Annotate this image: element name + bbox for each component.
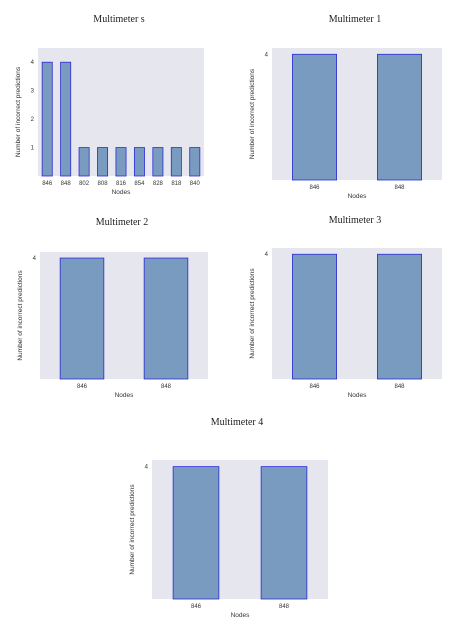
x-axis-label: Nodes [115,392,135,399]
bar-848 [143,257,189,380]
x-tick-label: 840 [190,181,201,187]
y-axis-label: Number of incorrect predictions [249,68,256,159]
bar-840 [189,147,201,177]
x-tick-label: 846 [77,384,88,390]
x-tick-label: 846 [309,384,320,390]
bar-848 [60,61,72,177]
y-tick-label: 1 [31,146,35,152]
x-tick-label: 846 [42,181,53,187]
x-tick-label: 828 [153,181,164,187]
chart-2: Multimeter 2 846 848 4 Nodes Number of incorr… [17,217,208,399]
x-tick-label: 848 [394,185,405,191]
chart-1: Multimeter 1 846 848 4 Nodes Number of incorr… [249,14,442,200]
chart-title: Multimeter 3 [329,215,382,226]
bar-818 [170,147,182,177]
y-axis-label: Number of incorrect predictions [17,270,24,361]
x-axis-label: Nodes [231,612,251,619]
x-tick-label: 846 [191,604,202,610]
bar-808 [97,147,109,177]
x-tick-label: 818 [171,181,182,187]
x-axis-label: Nodes [112,189,132,196]
bar-802 [78,147,90,177]
chart-0: Multimeter s 846 848 802 808 816 854 828 818 840 1… [15,14,204,196]
chart-title: Multimeter s [93,14,144,25]
x-tick-label: 846 [309,185,320,191]
bar-846 [59,257,105,380]
chart-title: Multimeter 2 [96,217,149,228]
bar-816 [115,147,127,177]
bar-846 [172,466,220,600]
x-tick-label: 816 [116,181,127,187]
x-tick-label: 808 [98,181,109,187]
y-axis-label: Number of incorrect predictions [249,268,256,359]
bar-846 [291,53,337,181]
y-tick-label: 4 [33,256,37,262]
bar-848 [376,53,422,181]
y-tick-label: 4 [265,52,269,58]
y-tick-label: 4 [31,60,35,66]
bar-848 [260,466,308,600]
x-tick-label: 848 [394,384,405,390]
bar-846 [41,61,53,177]
x-tick-label: 848 [161,384,172,390]
x-axis-label: Nodes [348,193,368,200]
y-axis-label: Number of incorrect predictions [129,484,136,575]
chart-title: Multimeter 1 [329,14,382,25]
y-tick-label: 4 [265,252,269,258]
bar-854 [133,147,145,177]
bar-848 [376,253,422,380]
y-axis-label: Number of incorrect predictions [15,66,22,157]
x-axis-label: Nodes [348,392,368,399]
x-tick-label: 848 [279,604,290,610]
bar-828 [152,147,164,177]
y-tick-label: 4 [145,465,149,471]
chart-4: Multimeter 4 846 848 4 Nodes Number of incorr… [129,417,328,619]
chart-3: Multimeter 3 846 848 4 Nodes Number of incorr… [249,215,442,399]
x-tick-label: 854 [134,181,145,187]
x-tick-label: 848 [61,181,72,187]
bar-846 [291,253,337,380]
y-tick-label: 2 [31,117,35,123]
x-tick-label: 802 [79,181,90,187]
y-tick-label: 3 [31,89,35,95]
chart-title: Multimeter 4 [211,417,264,428]
